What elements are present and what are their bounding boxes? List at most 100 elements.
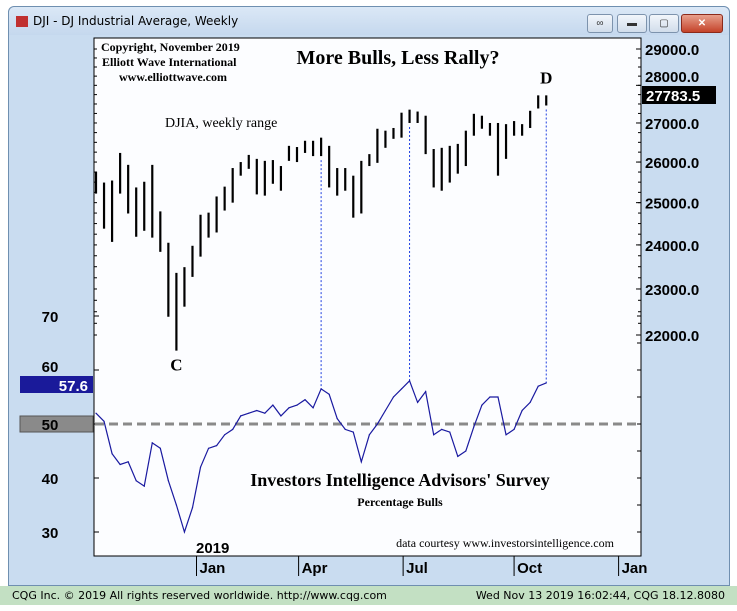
- minimize-button[interactable]: ▬: [617, 14, 647, 33]
- copyright-line-2: Elliott Wave International: [102, 55, 237, 69]
- link-button[interactable]: ∞: [587, 14, 613, 33]
- sentiment-point: [473, 426, 475, 428]
- x-axis: Jan Apr Jul Oct Jan: [196, 556, 648, 577]
- last-price-box: [642, 86, 716, 104]
- price-panel-label: DJIA, weekly range: [165, 116, 277, 131]
- sentiment-point: [513, 428, 515, 430]
- sentiment-point: [505, 434, 507, 436]
- sentiment-point: [417, 401, 419, 403]
- sentiment-point: [441, 428, 443, 430]
- price-tick-label: 29000.0: [645, 42, 699, 59]
- sentiment-point: [449, 431, 451, 433]
- sentiment-point: [336, 418, 338, 420]
- sentiment-point: [465, 450, 467, 452]
- sentiment-tick-label: 30: [42, 525, 59, 542]
- x-tick-label: Jan: [200, 560, 226, 577]
- sentiment-point: [248, 412, 250, 414]
- sentiment-point: [320, 388, 322, 390]
- status-timestamp: Wed Nov 13 2019 16:02:44, CQG 18.12.8080: [475, 589, 725, 602]
- x-tick-label: Jan: [622, 560, 648, 577]
- sentiment-point: [296, 404, 298, 406]
- last-price-value: 27783.5: [646, 88, 700, 105]
- price-axis: 29000.0 28000.0 27000.0 26000.0 25000.0 24000…: [94, 42, 699, 345]
- status-bar: CQG Inc. © 2019 All rights reserved worl…: [0, 586, 737, 605]
- link-icon: ∞: [596, 18, 604, 29]
- copyright-line-3: www.elliottwave.com: [119, 70, 227, 84]
- sentiment-point: [151, 442, 153, 444]
- sentiment-point: [521, 409, 523, 412]
- price-tick-label: 23000.0: [645, 282, 699, 299]
- sentiment-tick-label: 70: [42, 309, 59, 326]
- sentiment-tick-label: 40: [42, 471, 59, 488]
- sentiment-point: [256, 409, 258, 412]
- sentiment-point: [384, 409, 387, 412]
- sentiment-point: [408, 380, 411, 382]
- sentiment-point: [199, 466, 202, 468]
- sentiment-point: [433, 434, 435, 436]
- sentiment-point: [457, 455, 459, 457]
- sentiment-point: [344, 428, 346, 430]
- sentiment-point: [497, 396, 499, 398]
- sentiment-point: [207, 447, 210, 449]
- price-tick-label: 27000.0: [645, 116, 699, 133]
- sentiment-point: [304, 399, 306, 401]
- sentiment-subtitle: Percentage Bulls: [357, 495, 443, 509]
- wave-label-c: C: [170, 356, 182, 375]
- close-button[interactable]: ✕: [681, 14, 723, 33]
- sentiment-point: [489, 396, 491, 398]
- price-tick-label: 24000.0: [645, 238, 699, 255]
- maximize-button[interactable]: ▢: [649, 14, 679, 33]
- sentiment-points: [95, 380, 547, 533]
- sentiment-point: [111, 453, 113, 455]
- sentiment-point: [272, 404, 274, 406]
- chart-title: More Bulls, Less Rally?: [297, 47, 500, 69]
- sentiment-point: [328, 393, 330, 395]
- sentiment-tick-label: 60: [42, 359, 59, 376]
- price-bars: [94, 95, 548, 351]
- x-tick-label: Apr: [302, 560, 328, 577]
- title-bar[interactable]: DJI - DJ Industrial Average, Weekly ∞ ▬ …: [9, 7, 729, 35]
- sentiment-point: [312, 407, 314, 409]
- sentiment-point: [159, 447, 161, 449]
- sentiment-point: [143, 485, 145, 487]
- sentiment-point: [183, 531, 186, 533]
- sentiment-point: [264, 412, 266, 414]
- sentiment-point: [175, 504, 177, 506]
- sentiment-point: [216, 445, 218, 447]
- last-sentiment-box: [20, 376, 93, 393]
- sentiment-axis: 70 60 40 30: [42, 309, 641, 542]
- wave-label-d: D: [540, 68, 552, 87]
- price-tick-label: 22000.0: [645, 328, 699, 345]
- sentiment-title: Investors Intelligence Advisors' Survey: [250, 470, 550, 490]
- app-icon: [16, 16, 28, 27]
- sentiment-point: [360, 461, 362, 463]
- minimize-icon: ▬: [627, 18, 637, 29]
- sentiment-point: [537, 385, 539, 387]
- x-tick-label: Jul: [406, 560, 428, 577]
- sentiment-point: [376, 423, 378, 425]
- sentiment-point: [400, 388, 403, 390]
- sentiment-point: [545, 382, 547, 384]
- sentiment-point: [135, 480, 137, 482]
- sentiment-point: [127, 461, 129, 463]
- price-tick-label: 28000.0: [645, 69, 699, 86]
- reference-box: [19, 415, 94, 433]
- maximize-icon: ▢: [659, 18, 669, 29]
- window-title: DJI - DJ Industrial Average, Weekly: [33, 14, 239, 28]
- sentiment-point: [191, 507, 194, 509]
- sentiment-point: [392, 396, 395, 398]
- data-source: data courtesy www.investorsintelligence.…: [396, 536, 614, 550]
- sentiment-point: [119, 463, 121, 466]
- copyright-line-1: Copyright, November 2019: [101, 40, 240, 54]
- sentiment-point: [368, 434, 370, 436]
- year-label: 2019: [196, 540, 229, 557]
- sentiment-point: [481, 404, 483, 406]
- sentiment-point: [529, 401, 531, 403]
- sentiment-point: [95, 412, 97, 414]
- reference-value: 50: [42, 417, 59, 434]
- sentiment-point: [352, 431, 354, 433]
- x-tick-label: Oct: [517, 560, 542, 577]
- peak-links: [320, 109, 547, 389]
- chart: Jan Apr Jul Oct Jan 29000.0 28000.0 27000.0 260…: [19, 37, 716, 577]
- last-sentiment-value: 57.6: [59, 378, 88, 395]
